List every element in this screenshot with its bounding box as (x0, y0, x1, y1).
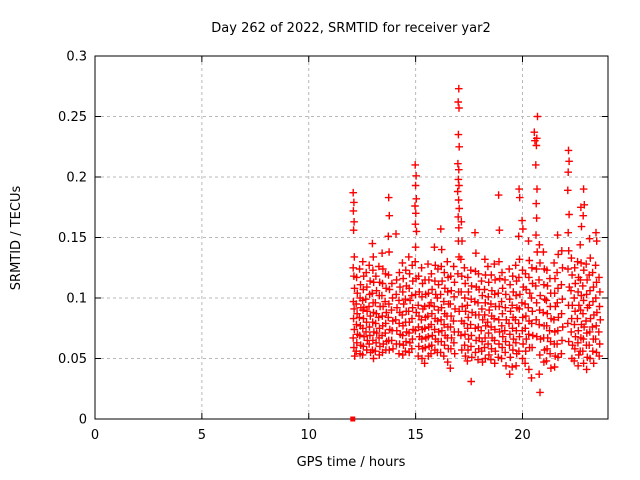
plot-border (94, 55, 609, 420)
x-tick-label: 20 (514, 428, 531, 443)
x-tick-label: 0 (91, 428, 99, 443)
data-points-srmtid (349, 84, 605, 397)
chart-title: Day 262 of 2022, SRMTID for receiver yar… (211, 21, 490, 36)
y-tick-label: 0.1 (66, 292, 87, 307)
y-tick-label: 0.25 (58, 110, 87, 125)
x-tick-label: 5 (198, 428, 206, 443)
y-tick-label: 0.15 (58, 231, 87, 246)
y-tick-label: 0.05 (58, 352, 87, 367)
x-tick-label: 10 (300, 428, 317, 443)
data-point-square-zero-flag (350, 416, 356, 422)
y-tick-label: 0 (79, 413, 87, 428)
y-tick-label: 0.2 (66, 171, 87, 186)
y-axis-label: SRMTID / TECUs (9, 186, 24, 291)
y-tick-label: 0.3 (66, 50, 87, 65)
x-axis-label: GPS time / hours (297, 455, 406, 470)
plot-area: 0 5 10 15 20 0 0.05 0.1 0.15 0.2 0.25 0.3 (58, 50, 609, 443)
x-tick-label: 15 (407, 428, 424, 443)
